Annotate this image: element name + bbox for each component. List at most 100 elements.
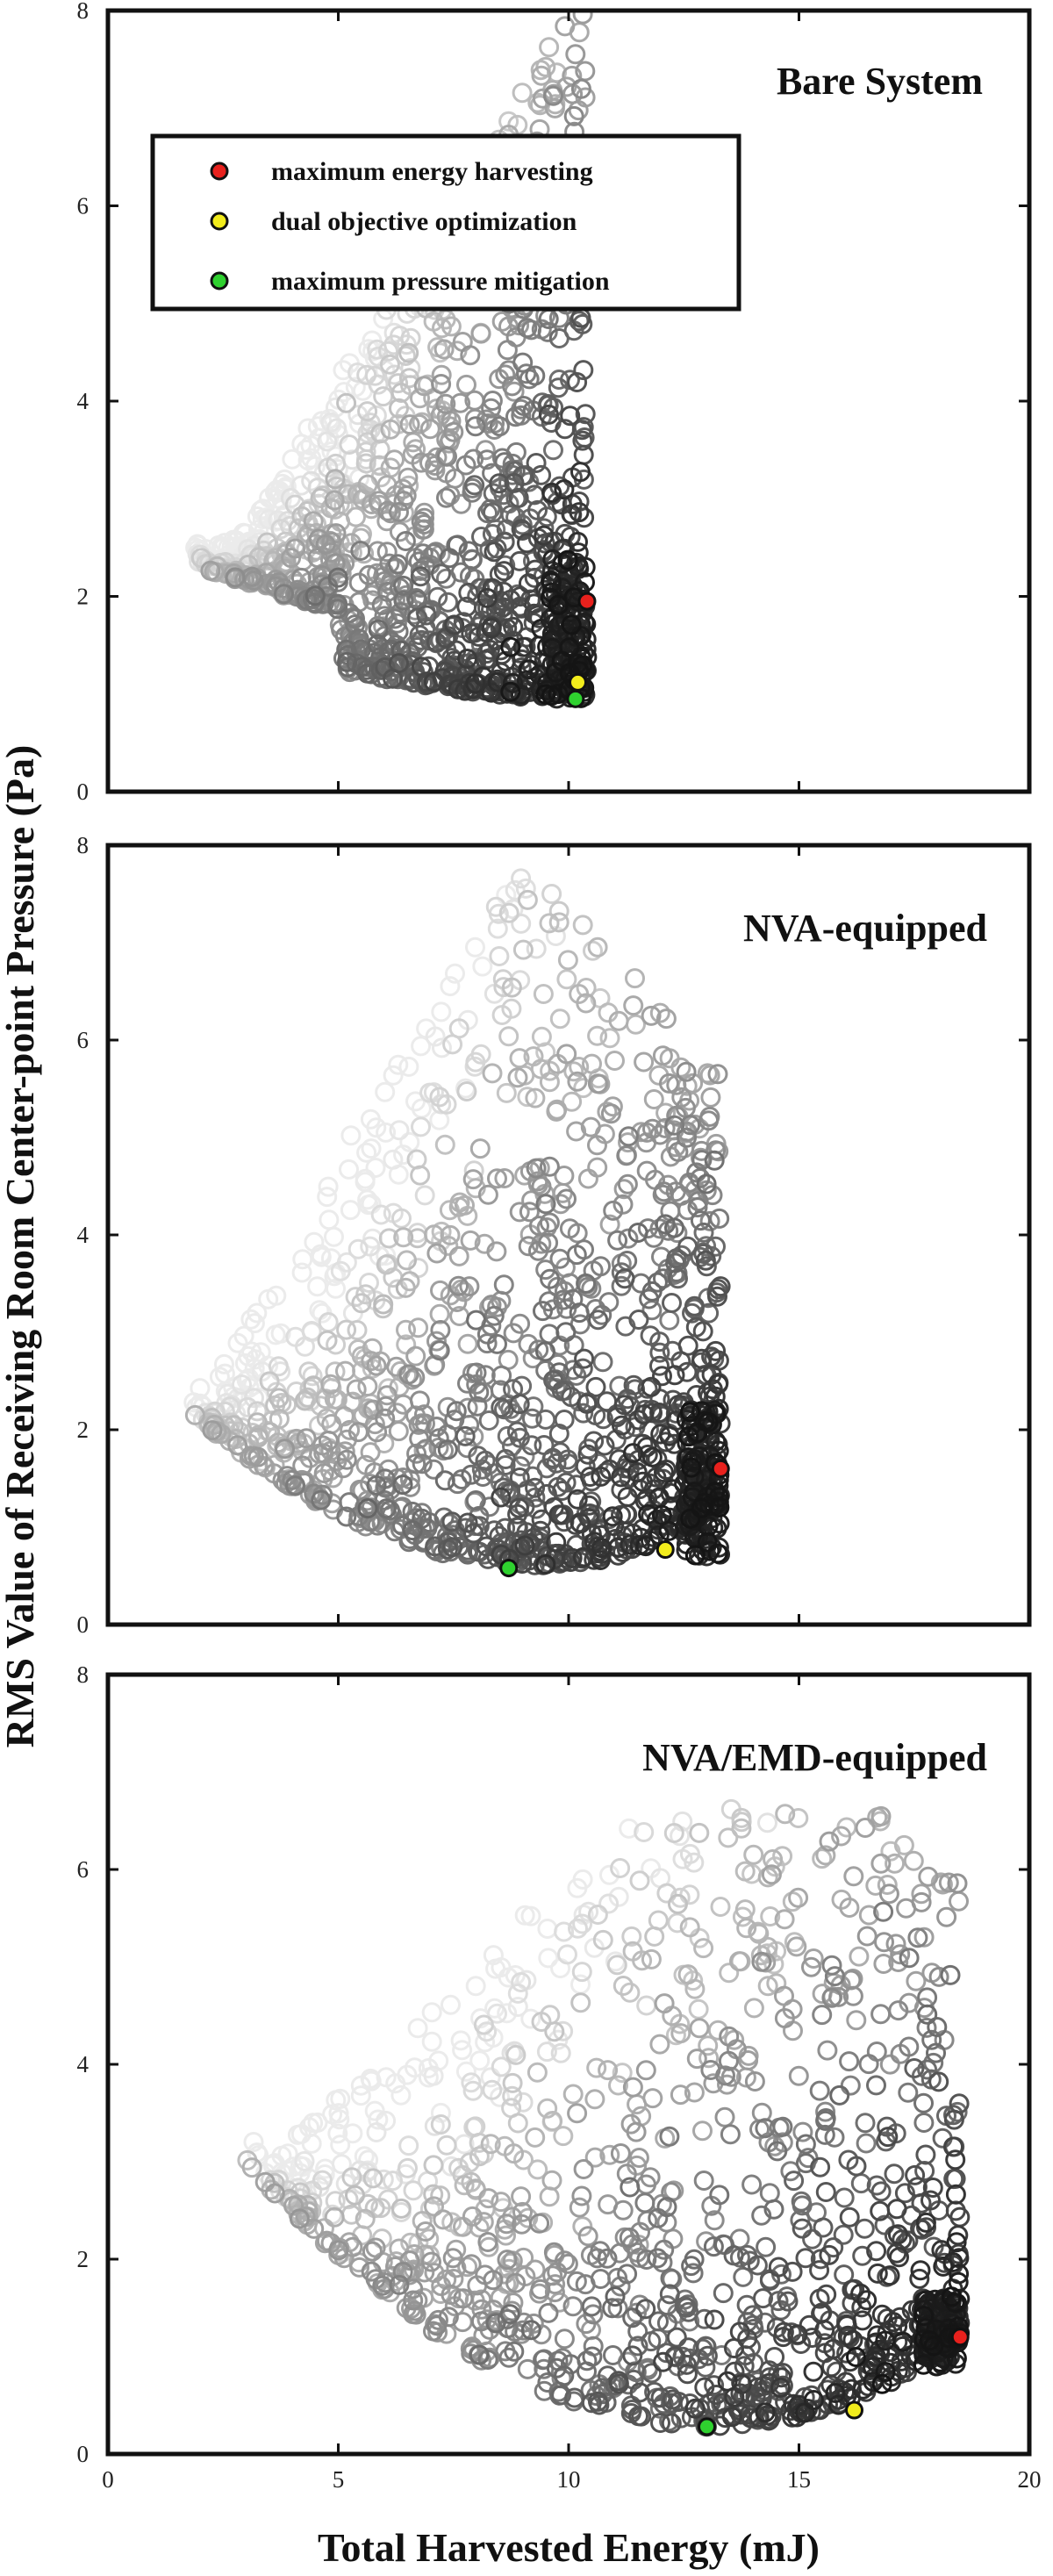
- scatter-point: [634, 2192, 655, 2214]
- scatter-point: [312, 2170, 333, 2191]
- scatter-point: [680, 1115, 701, 1136]
- scatter-point: [582, 1053, 602, 1074]
- legend-box: [150, 133, 741, 312]
- scatter-point: [525, 1087, 546, 1109]
- scatter-point: [385, 557, 406, 578]
- scatter-point: [846, 2347, 866, 2367]
- scatter-point: [603, 2345, 623, 2365]
- y-tick-label: 4: [77, 2051, 90, 2077]
- scatter-point: [659, 1073, 679, 1094]
- scatter-point: [360, 420, 381, 440]
- scatter-point: [943, 2109, 964, 2130]
- scatter-point: [430, 2185, 451, 2206]
- scatter-point: [613, 1179, 634, 1200]
- scatter-point: [539, 913, 560, 934]
- scatter-point: [339, 1492, 360, 1513]
- scatter-point: [668, 1268, 688, 1289]
- scatter-point: [442, 1537, 463, 1558]
- scatter-point: [594, 1435, 615, 1456]
- scatter-point: [696, 1173, 717, 1195]
- scatter-point: [437, 446, 457, 467]
- scatter-point: [497, 2250, 518, 2271]
- scatter-point: [569, 502, 590, 523]
- scatter-point: [699, 1210, 720, 1231]
- scatter-point: [388, 1421, 409, 1442]
- scatter-point: [923, 2336, 944, 2357]
- scatter-point: [462, 2206, 483, 2227]
- scatter-point: [399, 1131, 420, 1152]
- scatter-point: [335, 1360, 355, 1381]
- scatter-point: [824, 1966, 845, 1987]
- scatter-point: [530, 1520, 551, 1541]
- scatter-point: [945, 2184, 966, 2205]
- scatter-point: [677, 1964, 698, 1985]
- y-axis-label: RMS Value of Receiving Room Center-point…: [0, 745, 42, 1748]
- scatter-point: [304, 1231, 325, 1252]
- scatter-point: [456, 374, 476, 395]
- scatter-point: [587, 1025, 608, 1046]
- scatter-point: [849, 1946, 870, 1967]
- scatter-point: [475, 1365, 496, 1386]
- scatter-point: [671, 1087, 692, 1108]
- scatter-point: [697, 1063, 718, 1084]
- scatter-point: [635, 2060, 656, 2081]
- scatter-point: [292, 1249, 313, 1270]
- scatter-point: [481, 1295, 502, 1316]
- scatter-point: [512, 636, 534, 657]
- scatter-point: [414, 1185, 435, 1206]
- scatter-point: [469, 2146, 490, 2167]
- scatter-point: [398, 2135, 419, 2156]
- scatter-point: [326, 418, 347, 439]
- scatter-point: [301, 1321, 322, 1341]
- scatter-point: [664, 2346, 685, 2367]
- scatter-point: [350, 541, 371, 561]
- scatter-point: [297, 418, 319, 439]
- scatter-point: [507, 1067, 528, 1088]
- scatter-point: [643, 1089, 664, 1109]
- scatter-point: [626, 2121, 647, 2142]
- scatter-point: [535, 684, 556, 705]
- scatter-point: [709, 1513, 730, 1534]
- scatter-point: [405, 1345, 426, 1367]
- scatter-point: [650, 1424, 671, 1445]
- scatter-point: [533, 1301, 553, 1322]
- scatter-point: [366, 1355, 387, 1376]
- scatter-point: [543, 440, 563, 461]
- scatter-point: [641, 1446, 663, 1467]
- scatter-point: [877, 2322, 898, 2343]
- scatter-point: [454, 2175, 475, 2196]
- scatter-point: [247, 1302, 268, 1324]
- scatter-point: [623, 1443, 643, 1464]
- scatter-point: [426, 1243, 448, 1264]
- scatter-point: [395, 1277, 416, 1298]
- scatter-point: [345, 614, 366, 635]
- scatter-point: [285, 1475, 306, 1496]
- scatter-point: [527, 1171, 548, 1192]
- scatter-point: [389, 398, 409, 419]
- scatter-point: [670, 2084, 691, 2106]
- scatter-point: [557, 950, 578, 971]
- scatter-point: [519, 1202, 540, 1223]
- scatter-point: [238, 1345, 259, 1367]
- scatter-point: [801, 1956, 821, 1977]
- scatter-point: [641, 1948, 662, 1970]
- scatter-point: [480, 2067, 501, 2088]
- scatter-point: [497, 1425, 518, 1446]
- scatter-point: [824, 2127, 845, 2148]
- scatter-point: [531, 464, 552, 485]
- scatter-point: [462, 1169, 484, 1190]
- scatter-point: [587, 1073, 608, 1094]
- scatter-point: [371, 594, 392, 615]
- scatter-point: [441, 1511, 462, 1532]
- scatter-point: [698, 2035, 719, 2056]
- scatter-point: [619, 2228, 640, 2248]
- scatter-point: [412, 1453, 433, 1475]
- scatter-point: [505, 2044, 526, 2065]
- scatter-point: [654, 1462, 674, 1483]
- scatter-point: [677, 1127, 697, 1148]
- scatter-point: [833, 2224, 854, 2245]
- scatter-point: [664, 1115, 685, 1136]
- scatter-point: [535, 1194, 556, 1215]
- scatter-point: [679, 1843, 700, 1864]
- scatter-point: [502, 2085, 523, 2106]
